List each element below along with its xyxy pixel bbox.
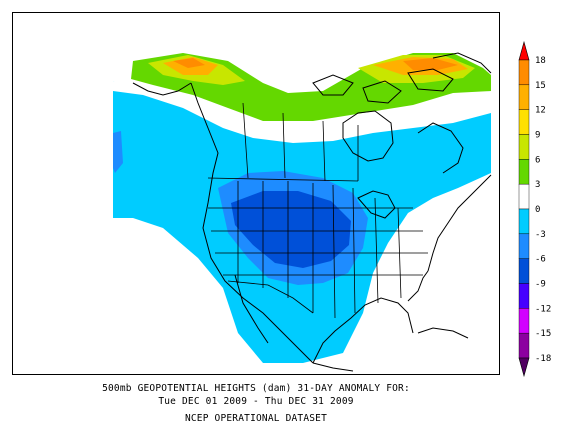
us-canada-border (207, 177, 359, 182)
strong-negative-core (231, 191, 351, 268)
colorbar-tick-label: -18 (535, 354, 551, 364)
colorbar-tick-label: 12 (535, 106, 546, 116)
florida (407, 270, 429, 302)
colorbar-segment (518, 208, 530, 235)
baja-california (234, 274, 269, 344)
anomaly-shading (113, 53, 491, 363)
caption-date-range: Tue DEC 01 2009 - Thu DEC 31 2009 (158, 396, 354, 407)
colorbar-segment (518, 332, 530, 359)
colorbar-segment (518, 109, 530, 135)
positive-core-west-strong (173, 58, 205, 68)
colorbar-tick-label: 9 (535, 131, 540, 141)
hudson-bay (342, 110, 394, 162)
us-mexico-border (227, 280, 314, 314)
colorbar-segment (518, 183, 530, 210)
colorbar-tick-label: -6 (535, 255, 546, 265)
coastlines (132, 52, 492, 372)
colorbar-tick-label: -9 (535, 280, 546, 290)
colorbar-segment (518, 258, 530, 284)
colorbar-segment (518, 308, 530, 334)
colorbar-tick-label: -3 (535, 230, 546, 240)
anomaly-map (113, 52, 492, 372)
positive-core-east-strong (403, 58, 458, 70)
gulf-coast (312, 297, 414, 364)
colorbar-segment (518, 134, 530, 160)
state-grid-horizontal (208, 207, 428, 276)
state-boundaries (207, 102, 428, 319)
alaska-coast (132, 82, 192, 96)
caption-title: 500mb GEOPOTENTIAL HEIGHTS (dam) 31-DAY … (102, 383, 410, 394)
caption-dataset: NCEP OPERATIONAL DATASET (184, 413, 328, 424)
colorbar-segment (518, 159, 530, 185)
colorbar-segment (518, 59, 530, 86)
north-america-west-coast (190, 82, 314, 364)
colorbar-tick-label: 6 (535, 155, 540, 165)
colorbar-top-arrow (518, 40, 530, 61)
cuba (417, 327, 469, 339)
neutral-band (113, 81, 491, 143)
labrador-coast (417, 122, 464, 174)
east-coast (427, 174, 492, 272)
colorbar-tick-label: 3 (535, 180, 540, 190)
colorbar-bottom-arrow (518, 357, 530, 378)
arctic-islands (312, 68, 454, 104)
colorbar-tick-label: -12 (535, 304, 551, 314)
central-america (312, 362, 354, 372)
greenland-coast (432, 52, 492, 74)
colorbar-tick-label: -15 (535, 329, 551, 339)
colorbar-segment (518, 84, 530, 110)
colorbar-segment (518, 233, 530, 259)
colorbar-tick-label: 18 (535, 56, 546, 66)
state-grid-vertical (237, 181, 402, 319)
canada-provinces (242, 102, 359, 182)
negative-anomaly-region-westcoast (113, 131, 123, 173)
colorbar-segment (518, 283, 530, 309)
colorbar-tick-label: 0 (535, 205, 540, 215)
colorbar-tick-label: 15 (535, 81, 546, 91)
map-panel (12, 12, 500, 375)
